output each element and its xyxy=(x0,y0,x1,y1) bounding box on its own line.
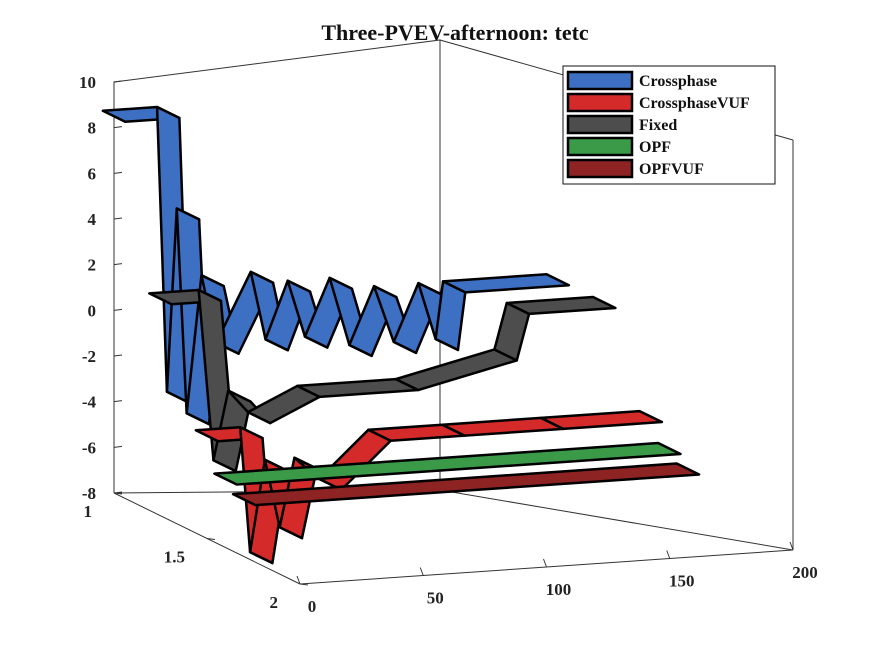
x-tick-mark xyxy=(666,550,671,559)
ribbon-opfvuf xyxy=(231,462,701,507)
x-tick-mark xyxy=(296,575,301,585)
z-tick-label: 4 xyxy=(88,210,97,229)
z-tick-mark xyxy=(113,217,123,220)
legend: Crossphase CrossphaseVUF Fixed OPF OPFVUF xyxy=(562,65,776,185)
ribbon-crossphase xyxy=(101,105,571,426)
z-axis-ticks: -8 -6 -4 -2 0 2 4 6 8 10 xyxy=(79,73,123,503)
z-tick-mark xyxy=(113,171,123,174)
legend-label: OPFVUF xyxy=(639,161,704,178)
z-tick-mark xyxy=(113,308,123,311)
ribbon-segment xyxy=(394,348,519,392)
z-tick-mark xyxy=(113,263,123,266)
x-tick-label: 50 xyxy=(427,589,444,608)
ribbon-opf xyxy=(213,441,682,486)
z-tick-label: 6 xyxy=(88,164,97,183)
x-tick-mark xyxy=(543,558,547,568)
legend-label: Crossphase xyxy=(639,73,717,90)
ribbon-segment xyxy=(231,462,701,507)
x-tick-label: 100 xyxy=(546,580,572,599)
legend-swatch xyxy=(566,114,634,135)
z-tick-label: 10 xyxy=(79,73,96,92)
z-tick-mark xyxy=(113,354,123,357)
ribbon-segment xyxy=(505,295,617,316)
y-tick-label: 1.5 xyxy=(164,548,185,567)
ribbon-segment xyxy=(317,428,392,492)
ribbon-segment xyxy=(539,409,664,431)
x-axis-ticks: 0 50 100 150 200 xyxy=(296,541,818,616)
y-tick-mark xyxy=(113,492,123,495)
z-tick-label: -6 xyxy=(82,438,96,457)
y-tick-label: 2 xyxy=(270,593,279,612)
legend-swatch xyxy=(566,92,634,113)
z-tick-mark xyxy=(113,445,123,448)
x-tick-label: 200 xyxy=(792,563,818,582)
legend-swatch xyxy=(566,136,634,157)
z-tick-label: 8 xyxy=(88,119,97,138)
y-tick-mark xyxy=(206,538,216,540)
z-tick-label: -4 xyxy=(82,393,97,412)
ribbon-segment xyxy=(213,441,682,486)
legend-label: CrossphaseVUF xyxy=(639,95,750,112)
chart-title: Three-PVEV-afternoon: tetc xyxy=(321,20,589,45)
x-tick-label: 0 xyxy=(308,597,317,616)
z-tick-label: -2 xyxy=(82,347,96,366)
z-tick-mark xyxy=(113,400,123,403)
z-tick-mark xyxy=(113,126,123,129)
y-tick-mark xyxy=(299,583,309,586)
x-tick-mark xyxy=(789,541,794,551)
legend-swatch xyxy=(566,158,634,179)
y-tick-label: 1 xyxy=(84,502,93,521)
x-tick-mark xyxy=(419,567,424,576)
z-tick-label: 0 xyxy=(88,301,97,320)
z-tick-mark xyxy=(113,80,123,83)
series-ribbons xyxy=(101,105,701,565)
y-axis-ticks: 11.52 xyxy=(84,492,309,612)
legend-swatch xyxy=(566,70,634,91)
legend-label: OPF xyxy=(639,139,671,156)
x-tick-label: 150 xyxy=(669,572,695,591)
legend-label: Fixed xyxy=(639,117,677,134)
ribbon-segment xyxy=(441,273,571,294)
z-tick-label: 2 xyxy=(88,256,97,275)
z-tick-label: -8 xyxy=(82,484,96,503)
